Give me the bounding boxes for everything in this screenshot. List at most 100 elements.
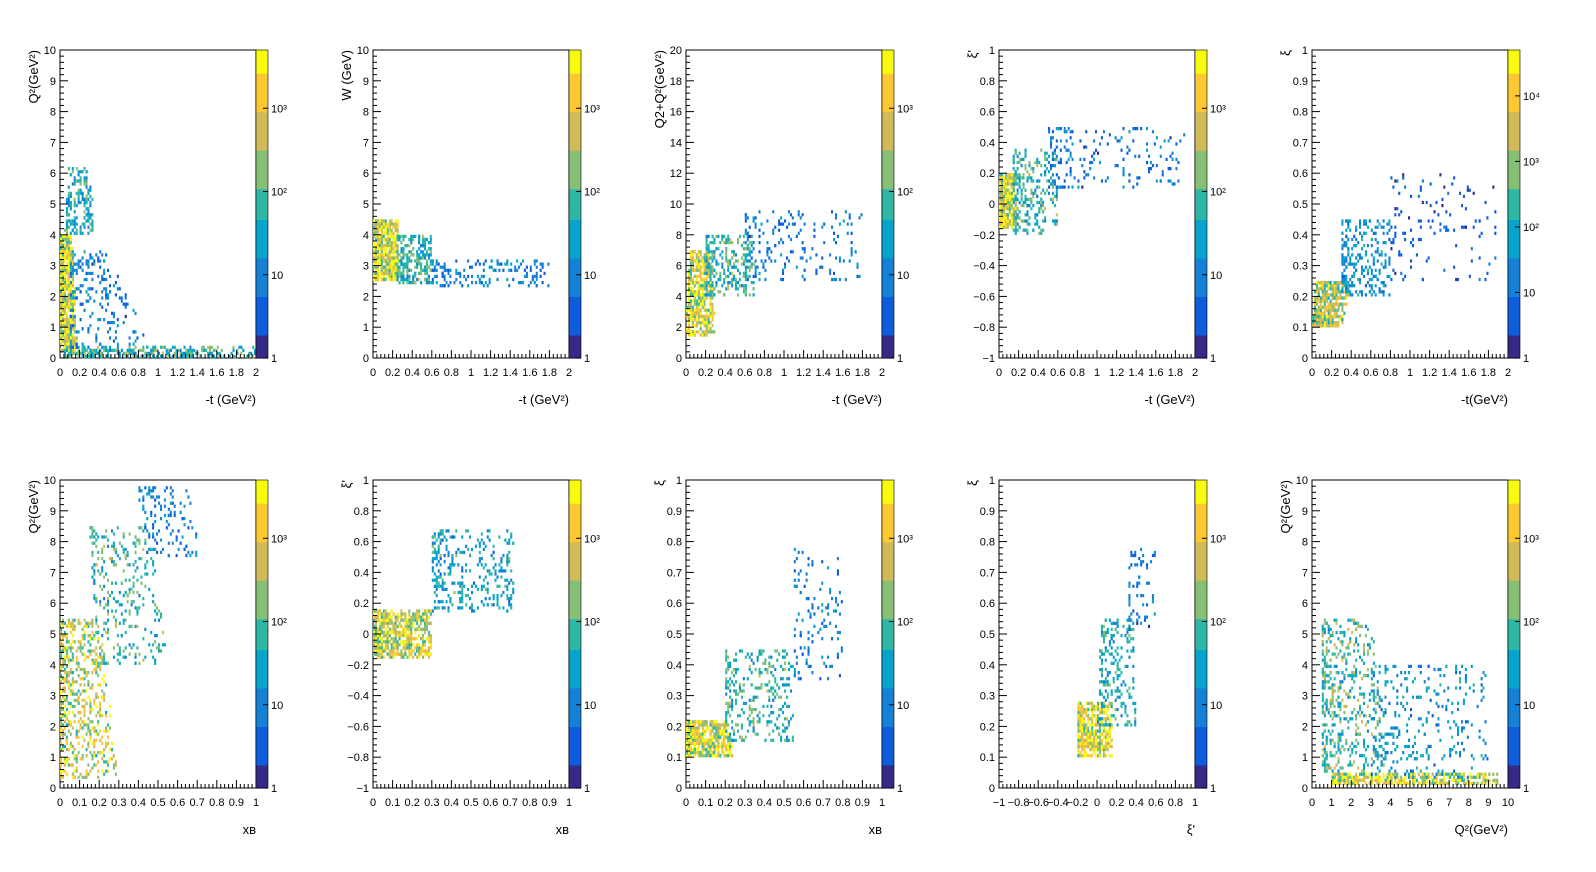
heatmap-cell: [89, 271, 92, 276]
heatmap-cell: [701, 259, 704, 263]
heatmap-cell: [218, 354, 221, 359]
heatmap-cell: [167, 354, 170, 359]
heatmap-cell: [67, 225, 70, 229]
heatmap-cell: [1055, 191, 1058, 195]
heatmap-cell: [688, 314, 691, 319]
heatmap-cell: [1048, 154, 1051, 158]
heatmap-cell: [1051, 154, 1054, 158]
heatmap-cell: [79, 259, 82, 263]
heatmap-cell: [140, 348, 143, 353]
heatmap-cell: [396, 228, 399, 232]
heatmap-cell: [130, 351, 133, 356]
heatmap-cell: [62, 324, 65, 328]
heatmap-cell: [1122, 173, 1125, 177]
heatmap-cell: [1022, 204, 1025, 208]
heatmap-cell: [386, 234, 389, 239]
heatmap-cell: [725, 256, 728, 260]
heatmap-cell: [400, 241, 403, 245]
heatmap-cell: [60, 324, 63, 328]
color-scale-step: [882, 319, 894, 328]
heatmap-cell: [688, 308, 691, 312]
heatmap-cell: [803, 250, 806, 254]
heatmap-cell: [782, 268, 785, 272]
heatmap-cell: [1183, 133, 1186, 137]
heatmap-cell: [1044, 151, 1047, 155]
heatmap-cell: [427, 247, 430, 251]
heatmap-cell: [93, 299, 96, 303]
heatmap-cell: [89, 216, 92, 220]
heatmap-cell: [109, 284, 112, 288]
heatmap-cell: [695, 274, 698, 279]
heatmap-cell: [689, 262, 692, 266]
heatmap-cell: [697, 250, 700, 254]
heatmap-cell: [693, 333, 696, 337]
heatmap-cell: [382, 268, 385, 272]
color-scale-step: [882, 142, 894, 151]
heatmap-cell: [207, 345, 210, 349]
heatmap-cell: [1038, 225, 1041, 229]
heatmap-cell: [81, 194, 84, 199]
heatmap-cell: [65, 253, 68, 257]
heatmap-cell: [99, 281, 102, 285]
color-scale-frame: [255, 49, 269, 359]
heatmap-cell: [1136, 127, 1139, 131]
heatmap-cell: [782, 277, 785, 282]
heatmap-cell: [453, 281, 456, 285]
heatmap-cell: [457, 271, 460, 276]
heatmap-cell: [1048, 185, 1051, 189]
heatmap-cell: [699, 302, 702, 306]
heatmap-cell: [1146, 148, 1149, 152]
heatmap-cell: [709, 299, 712, 303]
heatmap-cell: [691, 321, 694, 325]
heatmap-cell: [703, 253, 706, 257]
heatmap-cell: [1012, 219, 1015, 223]
heatmap-cell: [689, 305, 692, 309]
heatmap-cell: [1138, 176, 1141, 180]
heatmap-cell: [705, 274, 708, 279]
heatmap-cell: [60, 311, 63, 316]
heatmap-cell: [1006, 222, 1009, 226]
heatmap-cell: [410, 281, 413, 285]
heatmap-cell: [697, 281, 700, 285]
heatmap-cell: [410, 234, 413, 239]
heatmap-cell: [384, 231, 387, 235]
heatmap-cell: [752, 262, 755, 266]
heatmap-cell: [427, 281, 430, 285]
y-tick-label: 16: [670, 107, 682, 119]
heatmap-cell: [375, 225, 378, 229]
heatmap-cell: [144, 351, 147, 356]
heatmap-cell: [459, 271, 462, 276]
heatmap-cell: [1004, 207, 1007, 211]
heatmap-cell: [427, 274, 430, 279]
heatmap-cell: [1128, 179, 1131, 183]
heatmap-cell: [508, 268, 511, 272]
heatmap-cell: [1016, 160, 1019, 165]
y-tick-label: −0.6: [973, 291, 995, 303]
color-scale-step: [256, 281, 268, 290]
heatmap-cell: [140, 354, 143, 359]
heatmap-cell: [705, 333, 708, 337]
heatmap-cell: [846, 222, 849, 226]
heatmap-cell: [62, 237, 65, 242]
heatmap-cell: [699, 299, 702, 303]
heatmap-cell: [422, 256, 425, 260]
heatmap-cell: [703, 324, 706, 328]
heatmap-cell: [535, 265, 538, 269]
color-tick-label: 10²: [1210, 187, 1226, 199]
color-scale-step: [1195, 96, 1207, 105]
heatmap-cell: [1339, 296, 1342, 300]
heatmap-cell: [71, 259, 74, 263]
heatmap-cell: [748, 253, 751, 257]
heatmap-cell: [97, 327, 100, 331]
heatmap-cell: [63, 336, 66, 340]
heatmap-cell: [111, 321, 114, 325]
heatmap-cell: [705, 318, 708, 322]
heatmap-cell: [727, 287, 730, 291]
heatmap-cell: [396, 234, 399, 239]
heatmap-cell: [1014, 170, 1017, 174]
heatmap-cell: [71, 333, 74, 337]
heatmap-cell: [418, 262, 421, 266]
heatmap-cell: [1038, 160, 1041, 165]
heatmap-cell: [388, 241, 391, 245]
heatmap-cell: [418, 247, 421, 251]
